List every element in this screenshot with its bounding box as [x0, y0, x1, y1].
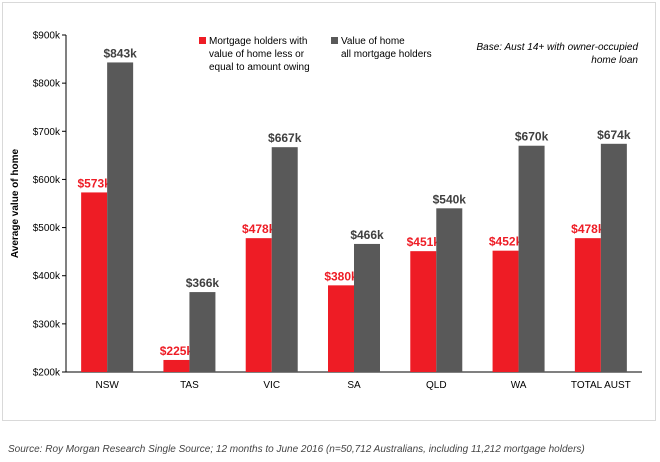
- bar-mortgage-underwater-sa: [328, 285, 354, 372]
- x-category-label: SA: [347, 380, 361, 391]
- y-tick-label: $800k: [33, 79, 61, 90]
- bar-all-holders-tas: [189, 292, 216, 372]
- data-label: $451k: [407, 235, 441, 249]
- bar-mortgage-underwater-vic: [245, 238, 272, 372]
- bar-all-holders-vic: [271, 147, 298, 372]
- annotation-line: home loan: [591, 55, 638, 66]
- y-tick-label: $600k: [33, 175, 61, 186]
- bar-mortgage-underwater-nsw: [81, 192, 108, 372]
- bar-all-holders-wa: [518, 145, 545, 372]
- legend-swatch: [331, 37, 338, 44]
- bar-mortgage-underwater-total-aust: [574, 238, 601, 372]
- data-label: $843k: [103, 46, 137, 60]
- bar-all-holders-qld: [436, 208, 463, 372]
- y-axis-ticks: $200k $300k $400k $500k $600k $700k $800k $900k: [33, 31, 66, 379]
- y-axis-title: Average value of home: [10, 149, 21, 259]
- y-tick-label: $300k: [33, 319, 61, 330]
- legend-swatch: [199, 37, 206, 44]
- annotation-line: Base: Aust 14+ with owner-occupied: [477, 42, 639, 53]
- legend-label: Mortgage holders with: [209, 36, 307, 47]
- data-label: $366k: [186, 276, 220, 290]
- data-label: $540k: [433, 192, 467, 206]
- y-tick-label: $200k: [33, 368, 61, 379]
- x-category-label: TOTAL AUST: [571, 380, 631, 391]
- x-category-label: VIC: [263, 380, 280, 391]
- y-tick-label: $400k: [33, 271, 61, 282]
- bar-all-holders-total-aust: [600, 143, 627, 372]
- x-category-label: QLD: [426, 380, 447, 391]
- bar-mortgage-underwater-qld: [410, 251, 437, 372]
- bar-chart: $200k $300k $400k $500k $600k $700k $800k $900k…: [10, 31, 642, 391]
- legend-label: equal to amount owing: [209, 62, 310, 73]
- y-tick-label: $500k: [33, 223, 61, 234]
- data-label: $478k: [242, 222, 276, 236]
- data-label: $452k: [489, 235, 523, 249]
- data-label: $478k: [571, 222, 605, 236]
- x-category-label: TAS: [180, 380, 199, 391]
- legend-label: all mortgage holders: [341, 49, 432, 60]
- data-label: $225k: [160, 344, 194, 358]
- y-tick-label: $900k: [33, 31, 61, 42]
- source-note: Source: Roy Morgan Research Single Sourc…: [8, 444, 585, 455]
- bar-all-holders-nsw: [107, 62, 134, 372]
- base-annotation: Base: Aust 14+ with owner-occupied home l…: [477, 42, 639, 66]
- x-category-label: NSW: [95, 380, 119, 391]
- bar-mortgage-underwater-wa: [492, 250, 519, 372]
- legend: Mortgage holders with value of home less …: [199, 36, 432, 73]
- data-label: $667k: [268, 131, 302, 145]
- data-label: $380k: [324, 269, 358, 283]
- x-category-label: WA: [511, 380, 527, 391]
- data-label: $674k: [597, 128, 631, 142]
- y-tick-label: $700k: [33, 127, 61, 138]
- legend-label: Value of home: [341, 36, 405, 47]
- data-label: $670k: [515, 130, 549, 144]
- bar-all-holders-sa: [354, 243, 380, 372]
- data-label: $466k: [350, 228, 384, 242]
- x-axis-labels: NSW TAS VIC SA QLD WA TOTAL AUST: [95, 380, 630, 391]
- bar-mortgage-underwater-tas: [163, 359, 190, 372]
- legend-label: value of home less or: [209, 49, 305, 60]
- bars: $573k $843k $225k $366k $478k $667k $380k $466k…: [77, 46, 631, 372]
- data-label: $573k: [77, 176, 111, 190]
